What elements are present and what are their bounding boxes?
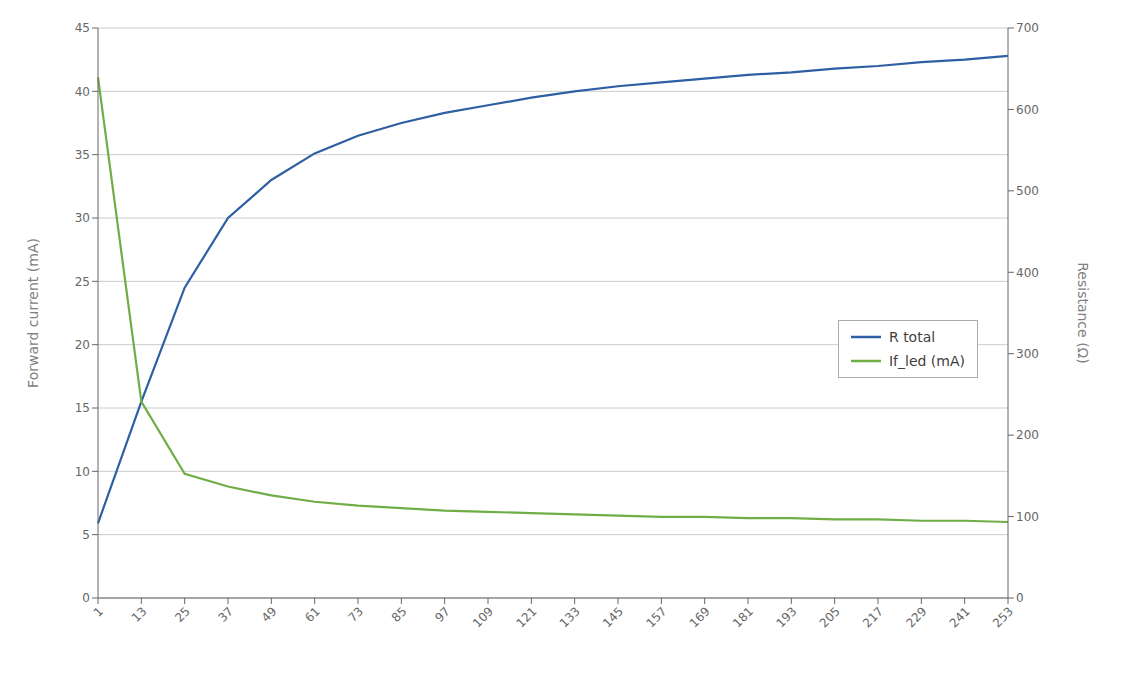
svg-text:205: 205	[817, 604, 843, 630]
svg-text:700: 700	[1016, 21, 1039, 35]
svg-text:400: 400	[1016, 266, 1039, 280]
svg-text:35: 35	[75, 148, 90, 162]
svg-text:25: 25	[172, 604, 193, 625]
svg-text:217: 217	[860, 604, 886, 630]
svg-text:73: 73	[345, 604, 366, 625]
svg-text:100: 100	[1016, 510, 1039, 524]
svg-text:145: 145	[600, 604, 626, 630]
svg-text:133: 133	[557, 604, 583, 630]
svg-text:5: 5	[82, 528, 90, 542]
svg-text:25: 25	[75, 275, 90, 289]
svg-text:200: 200	[1016, 428, 1039, 442]
svg-text:300: 300	[1016, 347, 1039, 361]
svg-text:229: 229	[903, 604, 929, 630]
svg-text:600: 600	[1016, 103, 1039, 117]
svg-text:Resistance (Ω): Resistance (Ω)	[1075, 262, 1091, 364]
svg-text:61: 61	[302, 604, 323, 625]
svg-text:Forward current (mA): Forward current (mA)	[25, 238, 41, 388]
svg-text:500: 500	[1016, 184, 1039, 198]
svg-text:40: 40	[75, 85, 90, 99]
svg-text:10: 10	[75, 465, 90, 479]
svg-text:157: 157	[643, 604, 669, 630]
svg-text:181: 181	[730, 604, 756, 630]
svg-text:121: 121	[513, 604, 539, 630]
svg-text:30: 30	[75, 211, 90, 225]
svg-text:97: 97	[432, 604, 453, 625]
svg-text:45: 45	[75, 21, 90, 35]
svg-text:193: 193	[773, 604, 799, 630]
svg-text:109: 109	[470, 604, 496, 630]
svg-text:1: 1	[91, 604, 106, 619]
svg-text:37: 37	[215, 604, 236, 625]
svg-text:20: 20	[75, 338, 90, 352]
svg-text:85: 85	[389, 604, 410, 625]
svg-text:49: 49	[259, 604, 280, 625]
svg-text:15: 15	[75, 401, 90, 415]
svg-text:253: 253	[990, 604, 1016, 630]
svg-text:169: 169	[687, 604, 713, 630]
svg-text:0: 0	[1016, 591, 1024, 605]
html-text:R total: R total	[889, 329, 936, 345]
svg-text:0: 0	[82, 591, 90, 605]
html-text:If_led (mA): If_led (mA)	[889, 353, 965, 369]
svg-text:241: 241	[947, 604, 973, 630]
svg-text:13: 13	[129, 604, 150, 625]
